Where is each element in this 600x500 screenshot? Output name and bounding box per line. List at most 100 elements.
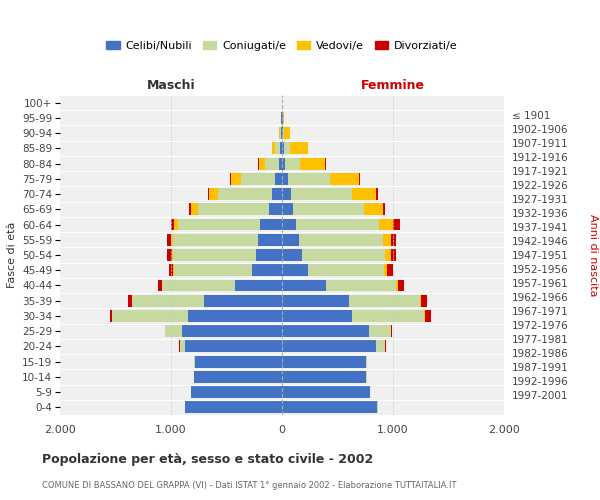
Bar <box>283 127 284 139</box>
Bar <box>110 310 112 322</box>
Bar <box>282 158 286 170</box>
Bar <box>383 204 385 215</box>
Bar <box>257 234 282 245</box>
Y-axis label: Fasce di età: Fasce di età <box>7 222 17 288</box>
Bar <box>282 127 283 139</box>
Bar <box>282 204 293 215</box>
Bar <box>282 310 352 322</box>
Bar <box>191 204 197 215</box>
Bar <box>173 234 257 245</box>
Bar <box>349 295 419 306</box>
Bar <box>291 188 352 200</box>
Bar <box>185 340 282 352</box>
Bar <box>278 158 282 170</box>
Bar <box>173 264 175 276</box>
Legend: Celibi/Nubili, Coniugati/e, Vedovi/e, Divorziati/e: Celibi/Nubili, Coniugati/e, Vedovi/e, Di… <box>102 36 462 56</box>
Bar <box>175 264 252 276</box>
Bar <box>128 295 132 306</box>
Text: Femmine: Femmine <box>361 79 425 92</box>
Bar <box>398 280 404 291</box>
Bar <box>256 249 282 261</box>
Bar <box>388 264 393 276</box>
Bar <box>281 127 282 139</box>
Bar <box>282 402 377 413</box>
Bar <box>178 218 260 230</box>
Bar <box>299 234 383 245</box>
Bar <box>218 188 272 200</box>
Bar <box>252 264 282 276</box>
Text: Maschi: Maschi <box>146 79 196 92</box>
Bar <box>190 204 191 215</box>
Bar <box>235 280 282 291</box>
Bar <box>171 234 173 245</box>
Bar <box>208 188 209 200</box>
Bar <box>391 249 397 261</box>
Bar <box>330 173 359 185</box>
Text: Popolazione per età, sesso e stato civile - 2002: Popolazione per età, sesso e stato civil… <box>42 452 373 466</box>
Bar <box>308 264 384 276</box>
Bar <box>352 310 424 322</box>
Bar <box>282 173 288 185</box>
Bar <box>185 402 282 413</box>
Bar <box>364 204 383 215</box>
Bar <box>282 371 367 383</box>
Bar <box>288 173 330 185</box>
Bar <box>182 325 282 337</box>
Bar <box>282 325 368 337</box>
Bar <box>419 295 421 306</box>
Bar <box>397 280 398 291</box>
Bar <box>167 249 172 261</box>
Bar <box>197 204 269 215</box>
Bar <box>231 173 241 185</box>
Bar <box>260 218 282 230</box>
Bar <box>368 325 391 337</box>
Y-axis label: Anni di nascita: Anni di nascita <box>588 214 598 296</box>
Bar <box>171 218 175 230</box>
Bar <box>280 142 282 154</box>
Bar <box>191 386 282 398</box>
Bar <box>385 249 391 261</box>
Bar <box>352 188 376 200</box>
Bar <box>282 295 349 306</box>
Bar <box>275 142 280 154</box>
Bar <box>275 173 282 185</box>
Bar <box>296 218 379 230</box>
Bar <box>282 340 376 352</box>
Bar <box>393 218 400 230</box>
Bar <box>272 142 275 154</box>
Bar <box>166 325 182 337</box>
Bar <box>383 234 391 245</box>
Bar <box>425 310 431 322</box>
Bar <box>175 218 178 230</box>
Bar <box>172 249 173 261</box>
Bar <box>188 310 282 322</box>
Bar <box>376 188 378 200</box>
Bar <box>204 295 282 306</box>
Bar <box>282 249 302 261</box>
Bar <box>282 142 284 154</box>
Bar <box>359 173 360 185</box>
Bar <box>391 234 397 245</box>
Bar <box>280 127 281 139</box>
Bar <box>293 204 364 215</box>
Bar <box>300 158 325 170</box>
Bar <box>283 112 284 124</box>
Bar <box>180 340 185 352</box>
Bar <box>379 218 393 230</box>
Bar <box>112 310 188 322</box>
Bar <box>194 356 196 368</box>
Text: COMUNE DI BASSANO DEL GRAPPA (VI) - Dati ISTAT 1° gennaio 2002 - Elaborazione TU: COMUNE DI BASSANO DEL GRAPPA (VI) - Dati… <box>42 481 457 490</box>
Bar <box>169 264 173 276</box>
Bar <box>269 204 282 215</box>
Bar <box>384 264 388 276</box>
Bar <box>326 280 397 291</box>
Bar <box>173 249 256 261</box>
Bar <box>282 188 291 200</box>
Bar <box>241 173 275 185</box>
Bar <box>132 295 204 306</box>
Bar <box>265 158 278 170</box>
Bar <box>162 280 235 291</box>
Bar <box>158 280 161 291</box>
Bar <box>282 234 299 245</box>
Bar <box>196 356 282 368</box>
